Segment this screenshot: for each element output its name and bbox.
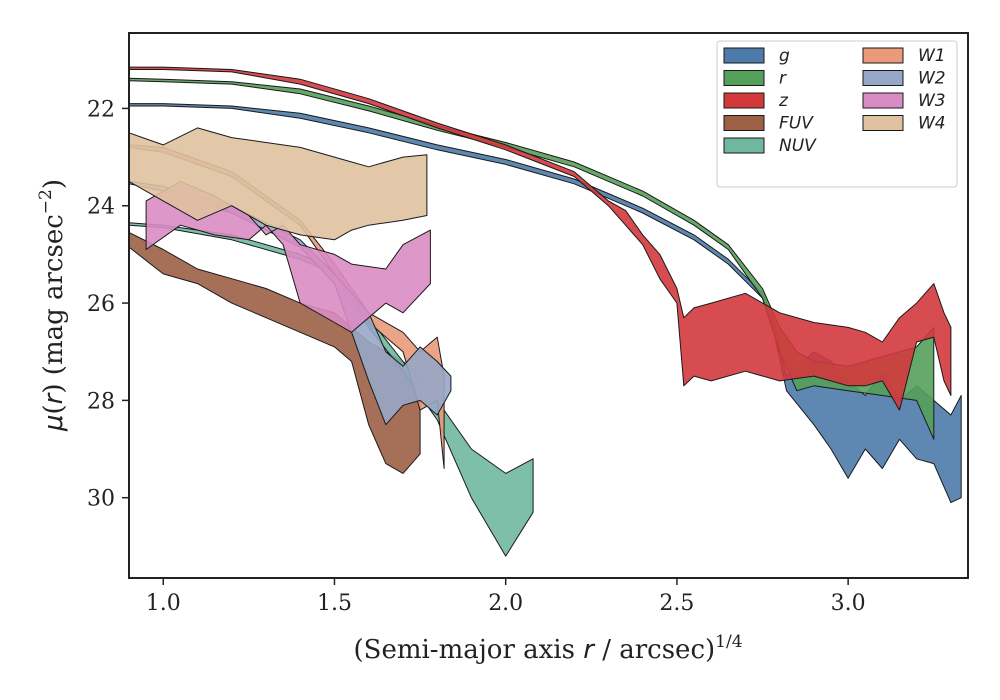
legend-swatch-w3 [862,92,904,109]
x-axis: 1.0 1.5 2.0 2.5 3.0 [146,578,866,616]
legend-label-z: z [778,91,789,111]
x-tick-label: 2.5 [659,591,694,616]
x-tick-label: 1.5 [317,591,352,616]
legend-swatch-w4 [862,115,904,131]
legend-label-w4: W4 [918,114,946,134]
band-z [129,66,952,411]
legend-label-fuv: FUV [779,114,814,134]
legend-swatch-nuv [723,137,765,154]
x-axis-title: (Semi-major axis r / arcsec)1/4 [353,632,742,665]
band-w4 [129,127,428,241]
y-tick-label: 30 [87,487,115,512]
band-g [129,103,962,504]
y-tick-label: 28 [87,389,115,414]
legend-label-nuv: NUV [779,136,817,156]
legend-swatch-r [723,70,765,86]
x-tick-label: 3.0 [831,591,866,616]
legend-swatch-w1 [862,47,904,64]
y-axis-title: μ(r) (mag arcsec−2) [36,179,69,432]
legend-label-w1: W1 [918,46,946,66]
y-tick-label: 24 [87,195,115,220]
legend-swatch-g [723,47,765,64]
y-tick-label: 22 [87,97,115,122]
band-w3 [145,180,431,333]
band-r [129,77,935,440]
x-tick-label: 1.0 [146,591,181,616]
legend-swatch-w2 [862,70,904,86]
x-tick-label: 2.0 [488,591,523,616]
legend-swatch-fuv [723,115,765,131]
series-bands [129,66,962,557]
y-tick-label: 26 [87,292,115,317]
legend-label-r: r [779,69,787,89]
legend-label-g: g [779,46,790,66]
legend-label-w3: W3 [918,91,946,111]
plot-frame [128,32,969,579]
y-axis: 22 24 26 28 30 [87,97,129,512]
legend-label-w2: W2 [918,69,946,89]
legend-swatch-z [723,92,765,109]
